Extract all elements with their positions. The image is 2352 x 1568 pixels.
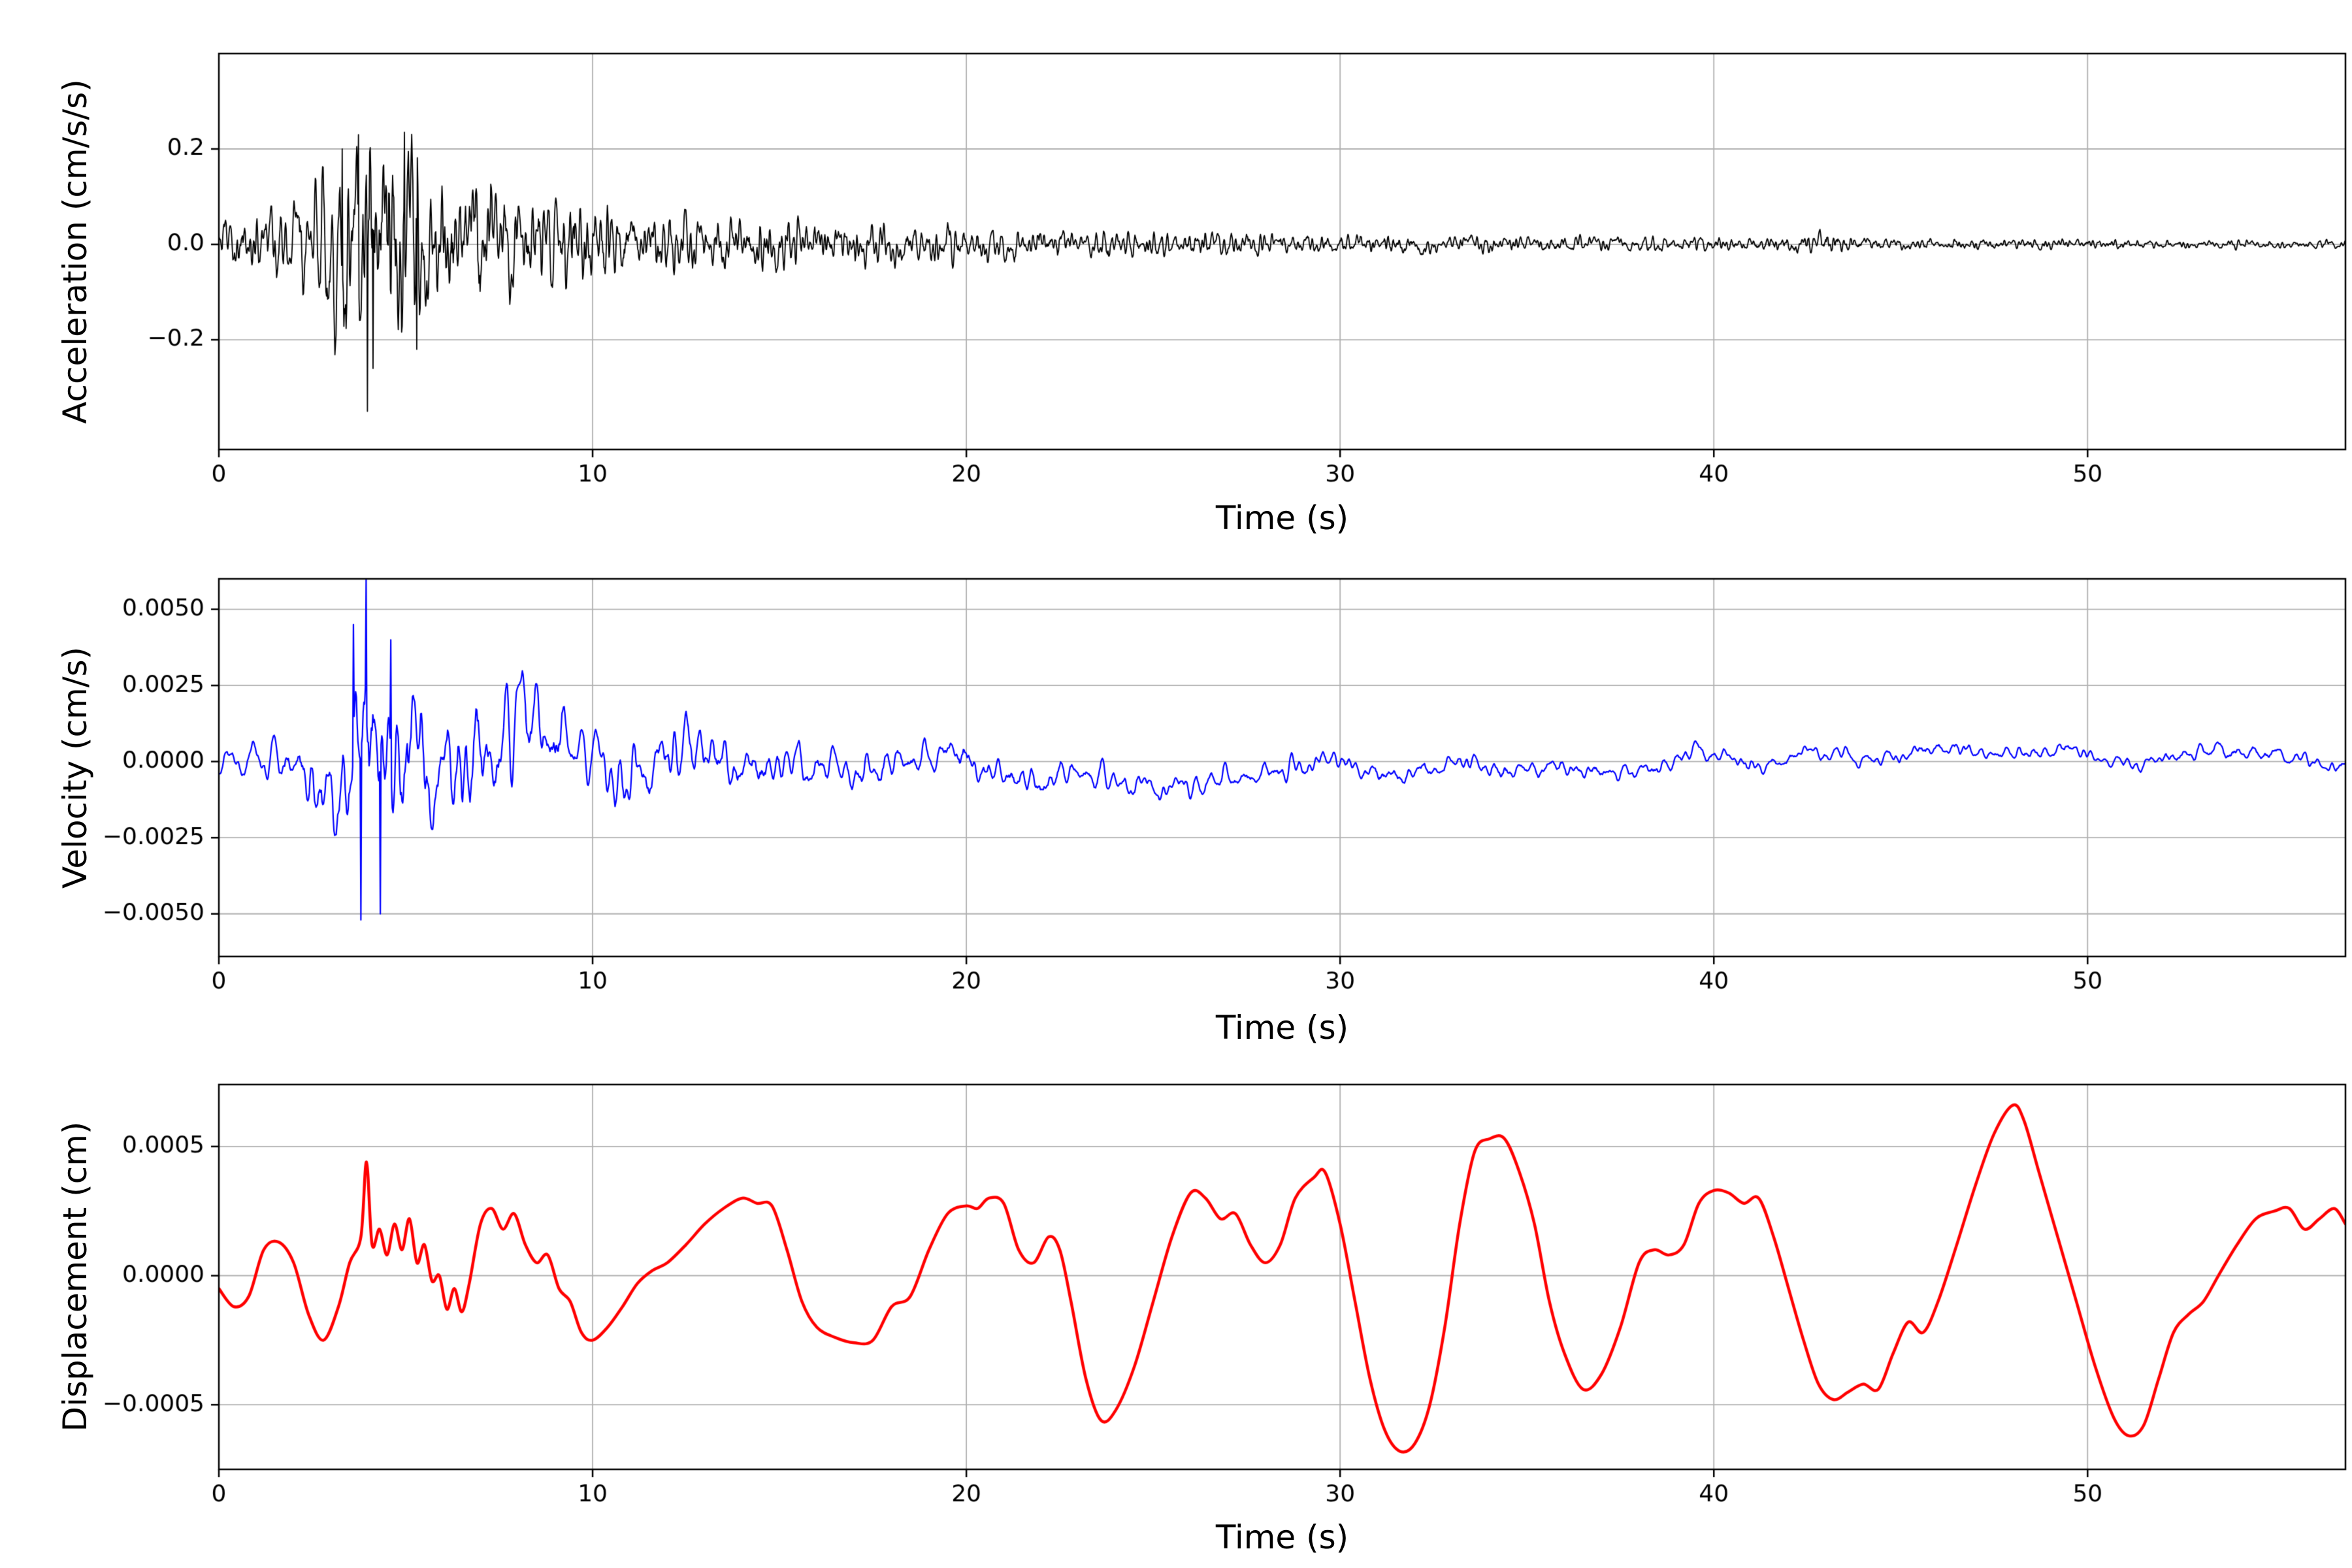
displacement-plot-canvas xyxy=(0,1065,2352,1568)
acceleration-x-axis-label: Time (s) xyxy=(1215,499,1349,537)
velocity-x-axis-label: Time (s) xyxy=(1215,1009,1349,1047)
acceleration-y-axis-label: Acceleration (cm/s/s) xyxy=(56,79,94,424)
velocity-plot-canvas xyxy=(0,542,2352,1065)
displacement-x-axis-label: Time (s) xyxy=(1215,1518,1349,1556)
displacement-chart: Displacement (cm) Time (s) xyxy=(0,1065,2352,1568)
velocity-chart: Velocity (cm/s) Time (s) xyxy=(0,542,2352,1065)
velocity-y-axis-label: Velocity (cm/s) xyxy=(56,646,94,889)
acceleration-plot-canvas xyxy=(0,0,2352,542)
acceleration-chart: Acceleration (cm/s/s) Time (s) xyxy=(0,0,2352,542)
displacement-y-axis-label: Displacement (cm) xyxy=(56,1121,94,1432)
